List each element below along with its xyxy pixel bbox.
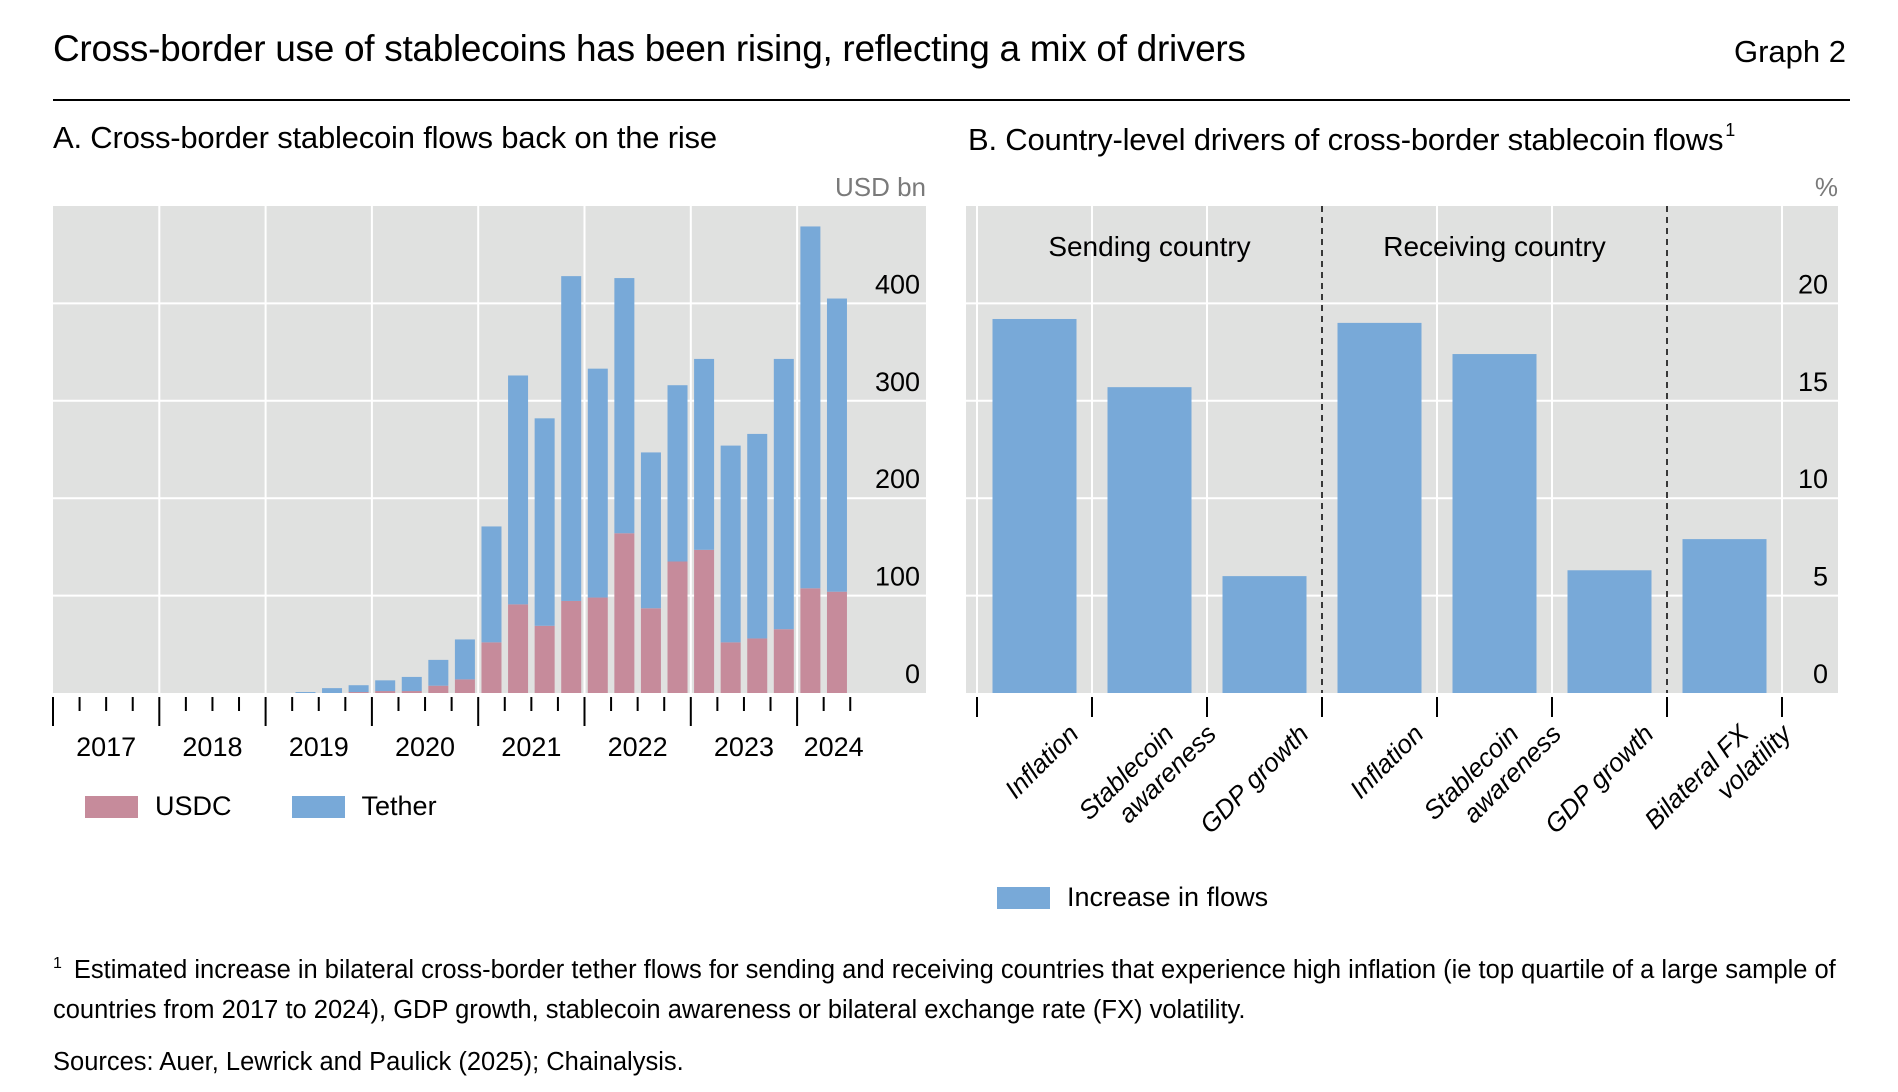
panel-b-title-text: B. Country-level drivers of cross-border…	[968, 122, 1724, 157]
sources-note: Sources: Auer, Lewrick and Paulick (2025…	[53, 1048, 684, 1076]
bar-tether-2023Q3	[747, 433, 768, 639]
legend-label-increase-in-flows: Increase in flows	[1067, 882, 1269, 912]
footnote-mark: 1	[53, 955, 62, 972]
legend-swatch-usdc	[85, 795, 138, 818]
panel-a-chart: 0 100 200 300 400 2017 2018 2019 2020 2021 2022 202…	[52, 206, 926, 762]
bar-usdc-2021Q2	[508, 604, 529, 693]
category-label-line: Inflation	[999, 719, 1085, 805]
bar-usdc-2022Q4	[667, 561, 688, 693]
panel-a-year-label: 2023	[714, 732, 774, 762]
bar-usdc-2020Q3	[428, 685, 449, 693]
panel-a-year-label: 2019	[289, 732, 349, 762]
panel-a-year-label: 2022	[608, 732, 668, 762]
bar-tether-2022Q4	[667, 385, 688, 562]
panel-b-group-label: Receiving country	[1383, 231, 1606, 262]
bar-usdc-2020Q4	[454, 679, 475, 693]
bar-usdc-2021Q4	[561, 600, 582, 693]
bar-increase-in-flows	[1452, 354, 1537, 693]
category-label-line: Inflation	[1344, 719, 1430, 805]
bar-increase-in-flows	[1682, 539, 1767, 693]
panel-b-footnote-mark: 1	[1725, 120, 1736, 140]
panel-b-category-label: Bilateral FXvolatility	[1638, 696, 1798, 856]
panel-b-title: B. Country-level drivers of cross-border…	[968, 120, 1735, 158]
footnote: 1 Estimated increase in bilateral cross-b…	[53, 944, 1853, 1030]
bar-tether-2020Q3	[428, 659, 449, 686]
title-divider	[53, 99, 1850, 101]
panel-a-unit-label: USD bn	[834, 172, 926, 202]
panel-b-group-label: Sending country	[1048, 231, 1250, 262]
bar-tether-2022Q2	[614, 278, 635, 534]
legend-item-usdc: USDC	[85, 791, 232, 822]
bar-tether-2023Q4	[773, 358, 794, 630]
bar-tether-2019Q2	[295, 692, 316, 693]
chart-title: Cross-border use of stablecoins has been…	[53, 28, 1246, 69]
legend-swatch-increase-in-flows	[997, 886, 1050, 909]
panel-a-y-tick-label: 300	[875, 367, 920, 397]
bar-increase-in-flows	[1337, 322, 1422, 693]
bar-usdc-2023Q2	[720, 642, 741, 693]
panel-a-legend: USDC Tether	[85, 791, 497, 822]
bar-increase-in-flows	[1222, 576, 1307, 693]
bar-increase-in-flows	[1567, 570, 1652, 693]
bar-usdc-2024Q2	[826, 591, 847, 693]
panel-a-year-label: 2020	[395, 732, 455, 762]
bar-tether-2022Q1	[587, 368, 608, 598]
legend-label-tether: Tether	[361, 791, 437, 821]
bar-tether-2019Q4	[348, 685, 369, 693]
bar-tether-2019Q3	[322, 688, 343, 693]
panel-b-y-tick-label: 20	[1798, 269, 1828, 299]
legend-item-increase: Increase in flows	[997, 882, 1268, 913]
bar-tether-2021Q3	[534, 418, 555, 626]
panel-a-y-tick-label: 0	[905, 659, 920, 689]
panel-a-title: A. Cross-border stablecoin flows back on…	[53, 120, 717, 155]
bar-tether-2024Q1	[800, 226, 821, 589]
panel-b-y-tick-label: 0	[1813, 659, 1828, 689]
bar-usdc-2020Q1	[375, 691, 396, 693]
panel-a-year-label: 2021	[501, 732, 561, 762]
panel-b-chart: 0 5 10 15 20 Sending country Receiving country…	[966, 206, 1838, 856]
panel-b-category-label: Inflation	[999, 719, 1085, 805]
bar-tether-2023Q2	[720, 445, 741, 643]
legend-swatch-tether	[291, 795, 345, 818]
panel-a-y-tick-label: 200	[875, 464, 920, 494]
bar-usdc-2023Q4	[773, 629, 794, 693]
bar-usdc-2024Q1	[800, 588, 821, 693]
panel-b-y-tick-label: 10	[1798, 464, 1828, 494]
panel-a-y-tick-label: 400	[875, 269, 920, 299]
panel-a-y-tick-label: 100	[875, 562, 920, 592]
bar-usdc-2021Q3	[534, 625, 555, 693]
legend-item-tether: Tether	[291, 791, 437, 822]
bar-tether-2022Q3	[640, 452, 661, 609]
panel-a-year-label: 2018	[182, 732, 242, 762]
panel-b-unit-label: %	[1814, 172, 1838, 202]
bar-tether-2020Q2	[401, 676, 422, 692]
panel-b-legend: Increase in flows	[997, 882, 1328, 913]
bar-increase-in-flows	[992, 318, 1077, 693]
bar-usdc-2022Q1	[587, 597, 608, 693]
bar-usdc-2022Q2	[614, 533, 635, 693]
bar-tether-2020Q4	[454, 639, 475, 680]
bar-usdc-2019Q4	[348, 692, 369, 693]
panel-b-category-label: Inflation	[1344, 719, 1430, 805]
bar-usdc-2022Q3	[640, 608, 661, 693]
bar-tether-2024Q2	[826, 298, 847, 592]
panel-b-y-tick-label: 5	[1813, 562, 1828, 592]
bar-usdc-2021Q1	[481, 642, 502, 693]
legend-label-usdc: USDC	[155, 791, 232, 821]
bar-usdc-2023Q3	[747, 638, 768, 693]
panel-a-year-label: 2024	[804, 732, 864, 762]
bar-increase-in-flows	[1107, 387, 1192, 693]
bar-tether-2021Q1	[481, 526, 502, 643]
bar-tether-2021Q4	[561, 276, 582, 601]
bar-tether-2021Q2	[508, 375, 529, 605]
footnote-text: Estimated increase in bilateral cross-bo…	[53, 956, 1836, 1024]
bar-tether-2020Q1	[375, 680, 396, 692]
graph-number-label: Graph 2	[1733, 34, 1846, 69]
panel-a-year-label: 2017	[76, 732, 136, 762]
bar-tether-2023Q1	[694, 358, 715, 550]
bar-usdc-2020Q2	[401, 691, 422, 693]
bar-usdc-2023Q1	[694, 549, 715, 693]
panel-b-y-tick-label: 15	[1798, 367, 1828, 397]
